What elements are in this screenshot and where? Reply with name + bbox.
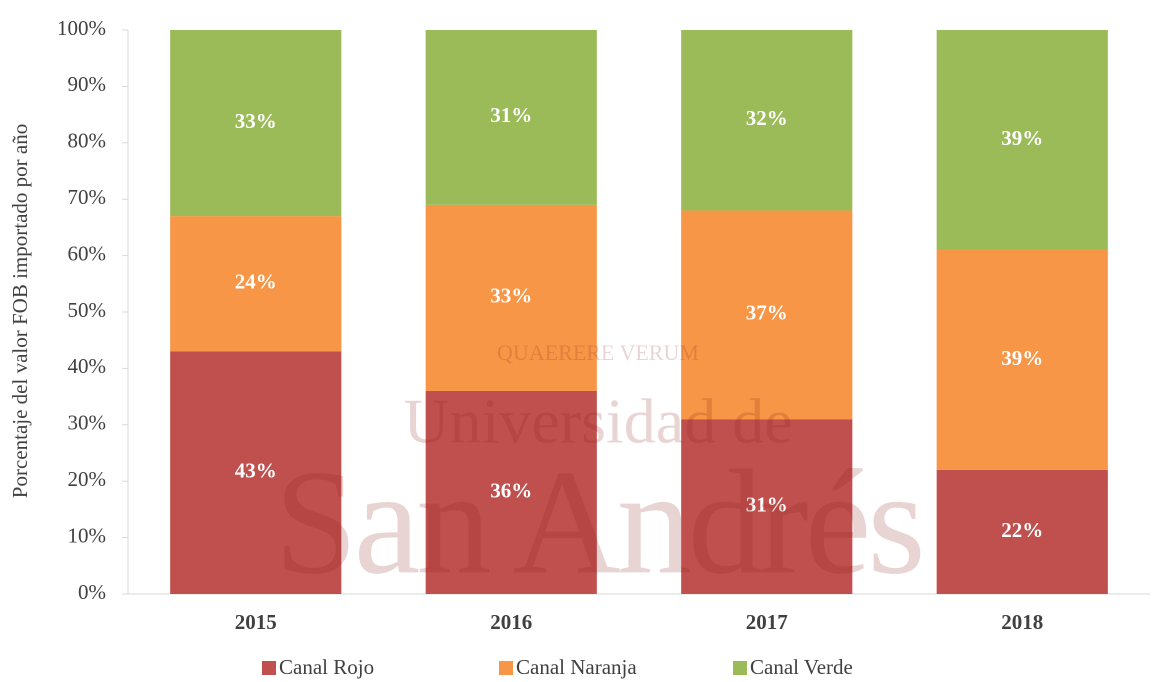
bar-segment bbox=[170, 30, 342, 217]
data-label: 37% bbox=[746, 301, 788, 325]
y-tick-label: 60% bbox=[68, 241, 107, 265]
data-label: 32% bbox=[746, 106, 788, 130]
legend-swatch bbox=[262, 661, 276, 675]
data-label: 43% bbox=[235, 459, 277, 483]
bar-segment bbox=[681, 30, 853, 211]
bar-segment bbox=[681, 419, 853, 594]
y-tick-label: 40% bbox=[68, 354, 107, 378]
y-tick-label: 50% bbox=[68, 298, 107, 322]
watermark-line2: San Andrés bbox=[274, 439, 921, 605]
bar-segment bbox=[425, 390, 597, 594]
watermark-motto: QUAERERE VERUM bbox=[497, 340, 699, 365]
bar-segment bbox=[936, 249, 1108, 470]
y-tick-label: 30% bbox=[68, 411, 107, 435]
y-axis-label: Porcentaje del valor FOB importado por a… bbox=[8, 124, 32, 498]
legend-label: Canal Naranja bbox=[516, 655, 637, 679]
legend-label: Canal Rojo bbox=[279, 655, 374, 679]
data-label: 22% bbox=[1001, 518, 1043, 542]
y-tick-label: 90% bbox=[68, 72, 107, 96]
data-label: 24% bbox=[235, 270, 277, 294]
watermark: QUAERERE VERUM Universidad de San Andrés bbox=[274, 340, 925, 605]
bar-segment bbox=[936, 469, 1108, 594]
y-tick-label: 0% bbox=[78, 580, 106, 604]
data-label: 36% bbox=[490, 478, 532, 502]
x-tick-label: 2016 bbox=[490, 610, 532, 634]
legend-swatch bbox=[499, 661, 513, 675]
data-label: 31% bbox=[490, 103, 532, 127]
legend-label: Canal Verde bbox=[750, 655, 853, 679]
x-tick-label: 2017 bbox=[746, 610, 788, 634]
x-tick-label: 2018 bbox=[1001, 610, 1043, 634]
data-label: 33% bbox=[490, 284, 532, 308]
data-label: 39% bbox=[1001, 126, 1043, 150]
y-tick-label: 20% bbox=[68, 467, 107, 491]
data-label: 31% bbox=[746, 492, 788, 516]
y-tick-label: 10% bbox=[68, 523, 107, 547]
y-tick-label: 70% bbox=[68, 185, 107, 209]
watermark-line1: Universidad de bbox=[403, 386, 792, 457]
x-tick-label: 2015 bbox=[235, 610, 277, 634]
bar-segment bbox=[425, 30, 597, 205]
bar-segment bbox=[170, 216, 342, 352]
bar-segment bbox=[936, 30, 1108, 250]
legend-swatch bbox=[733, 661, 747, 675]
data-label: 39% bbox=[1001, 346, 1043, 370]
bar-segment bbox=[425, 204, 597, 391]
bar-segment bbox=[681, 210, 853, 420]
y-tick-label: 100% bbox=[57, 16, 106, 40]
bar-segment bbox=[170, 351, 342, 594]
data-label: 33% bbox=[235, 109, 277, 133]
y-tick-label: 80% bbox=[68, 129, 107, 153]
